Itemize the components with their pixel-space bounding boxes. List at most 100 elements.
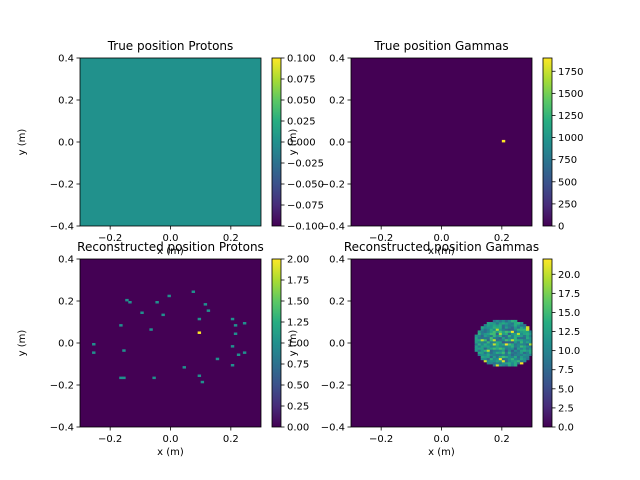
- heatmap-cell: [486, 353, 491, 356]
- heatmap-cell: [522, 351, 527, 354]
- heatmap-cell: [483, 357, 488, 361]
- heatmap-cell: [242, 351, 247, 354]
- heatmap-cell: [477, 351, 482, 354]
- heatmap-cell: [492, 359, 497, 363]
- heatmap-cell: [516, 328, 521, 331]
- heatmap-cell: [492, 334, 497, 338]
- heatmap-cell: [501, 330, 506, 333]
- heatmap-cell: [519, 347, 524, 350]
- heatmap-cell: [507, 345, 512, 348]
- heatmap-cell: [516, 338, 521, 342]
- heatmap-cell: [167, 294, 171, 298]
- heatmap-cell: [486, 328, 491, 331]
- heatmap-cell: [149, 328, 153, 331]
- heatmap-cell: [230, 345, 235, 348]
- heatmap-cell: [522, 343, 527, 346]
- heatmap-cell: [513, 336, 518, 340]
- heatmap-cell: [522, 328, 527, 331]
- y-tick-label: 0.0: [329, 138, 345, 149]
- y-tick-label: 0.2: [329, 96, 345, 107]
- x-tick-label: −0.2: [369, 434, 393, 445]
- heatmap-cell: [501, 139, 506, 143]
- heatmap-cell: [519, 330, 524, 333]
- colorbar-tick-label: −0.025: [287, 159, 324, 170]
- y-tick-label: 0.0: [58, 138, 74, 149]
- y-axis-label: y (m): [17, 129, 28, 156]
- colorbar-tick-label: 0.25: [287, 402, 309, 413]
- colorbar-tick-label: 10.0: [558, 346, 580, 357]
- y-tick-label: −0.2: [50, 180, 74, 191]
- heatmap-cell: [516, 349, 521, 352]
- heatmap-cell: [522, 345, 527, 348]
- heatmap-cell: [474, 338, 479, 342]
- heatmap-cell: [501, 349, 506, 352]
- heatmap-cell: [486, 322, 491, 325]
- heatmap-cell: [507, 338, 512, 342]
- heatmap-cell: [477, 345, 482, 348]
- heatmap-cell: [516, 334, 521, 338]
- heatmap-cell: [152, 376, 156, 380]
- heatmap-cell: [492, 330, 497, 333]
- heatmap-cell: [519, 353, 524, 356]
- heatmap-cell: [486, 355, 491, 359]
- colorbar: 0.0 2.5 5.0 7.5 10.0 12.5 15.0 17.5 20.0: [542, 258, 580, 434]
- heatmap-cell: [486, 361, 491, 365]
- colorbar-tick-label: 17.5: [558, 289, 580, 300]
- heatmap-cell: [510, 345, 515, 348]
- heatmap-cell: [525, 336, 530, 340]
- colorbar-tick-label: 7.5: [558, 365, 574, 376]
- heatmap-cell: [498, 328, 503, 331]
- heatmap-cell: [489, 324, 494, 327]
- x-axis-label: x (m): [157, 246, 184, 257]
- heatmap-cell: [516, 347, 521, 350]
- heatmap-cell: [522, 336, 527, 340]
- heatmap-cell: [483, 347, 488, 350]
- heatmap-cell: [486, 336, 491, 340]
- heatmap-cell: [498, 336, 503, 340]
- heatmap-cell: [161, 313, 165, 317]
- heatmap-cell: [483, 349, 488, 352]
- heatmap-cell: [501, 343, 506, 346]
- heatmap-cell: [495, 332, 500, 335]
- plot-area: [80, 259, 261, 427]
- heatmap-cell: [477, 347, 482, 350]
- heatmap-cell: [513, 330, 518, 333]
- heatmap-cell: [507, 347, 512, 350]
- colorbar-tick-label: 750: [558, 155, 577, 166]
- heatmap-cell: [486, 334, 491, 338]
- heatmap-cell: [525, 355, 530, 359]
- colorbar-tick-label: 500: [558, 177, 577, 188]
- heatmap-cell: [528, 353, 533, 356]
- subplot-2: −0.2 0.0 0.2 −0.4 −0.2 0.0 0.2 0.4 x (m) y (m) Tru…: [288, 39, 583, 257]
- heatmap-cell: [510, 336, 515, 340]
- colorbar-tick-label: 1.75: [287, 276, 309, 287]
- heatmap-cell: [92, 343, 96, 346]
- heatmap-cell: [489, 357, 494, 361]
- heatmap-cell: [498, 322, 503, 325]
- heatmap-cell: [489, 326, 494, 329]
- heatmap-cell: [483, 345, 488, 348]
- heatmap-cell: [513, 359, 518, 363]
- x-tick-label: 0.2: [494, 233, 510, 244]
- y-tick-label: 0.4: [58, 54, 74, 65]
- heatmap-cell: [230, 317, 235, 321]
- y-axis-label: y (m): [288, 330, 299, 357]
- heatmap-cell: [519, 349, 524, 352]
- heatmap-cell: [486, 349, 491, 352]
- y-tick-label: −0.4: [321, 222, 345, 233]
- heatmap-cell: [191, 290, 196, 293]
- heatmap-cell: [477, 338, 482, 342]
- heatmap-cell: [513, 349, 518, 352]
- heatmap-cell: [528, 332, 533, 335]
- heatmap-cell: [492, 343, 497, 346]
- heatmap-cell: [504, 357, 509, 361]
- colorbar-strip: [271, 258, 282, 428]
- heatmap-cell: [504, 332, 509, 335]
- heatmap-cell: [513, 334, 518, 338]
- x-axis-label: x (m): [157, 447, 184, 458]
- heatmap-cell: [486, 338, 491, 342]
- y-tick-label: −0.4: [50, 222, 74, 233]
- heatmap-cell: [510, 343, 515, 346]
- heatmap-cell: [122, 349, 126, 352]
- heatmap-cell: [492, 351, 497, 354]
